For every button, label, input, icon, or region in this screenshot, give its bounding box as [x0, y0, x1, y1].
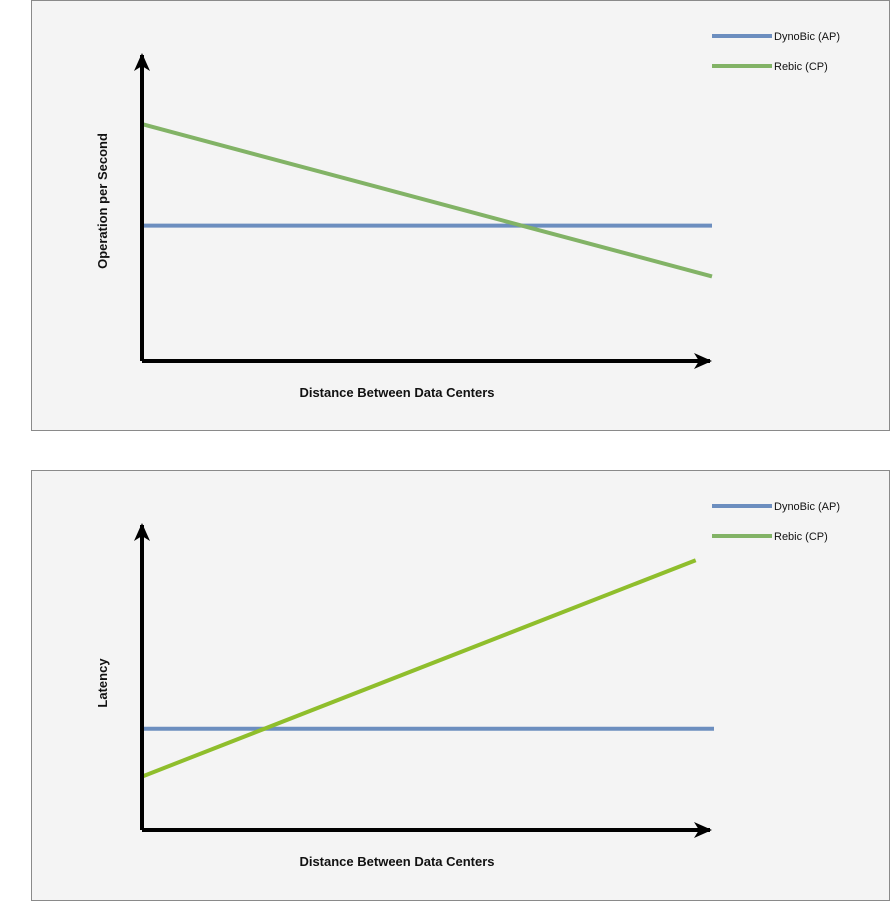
x-axis-label: Distance Between Data Centers [299, 385, 494, 400]
chart-panel-operations: Distance Between Data Centers Operation p… [31, 0, 890, 431]
chart-operations-svg: Distance Between Data Centers Operation p… [95, 31, 840, 400]
y-axis-label: Latency [95, 658, 110, 708]
x-axis-arrowhead [694, 822, 712, 838]
y-axis-arrowhead [134, 53, 150, 71]
series-line-rebic-cp [141, 558, 697, 779]
y-axis-arrowhead [134, 523, 150, 541]
x-axis-label: Distance Between Data Centers [299, 854, 494, 869]
legend-label: DynoBic (AP) [774, 31, 840, 43]
y-axis-label: Operation per Second [95, 133, 110, 269]
legend-label: DynoBic (AP) [774, 501, 840, 513]
chart-latency-svg: Distance Between Data Centers Latency Dyno… [95, 501, 840, 869]
chart-panel-latency: Distance Between Data Centers Latency Dyno… [31, 470, 890, 901]
x-axis-arrowhead [694, 353, 712, 369]
legend-label: Rebic (CP) [774, 531, 828, 543]
series-line-rebic-cp [141, 122, 713, 279]
legend-label: Rebic (CP) [774, 61, 828, 73]
